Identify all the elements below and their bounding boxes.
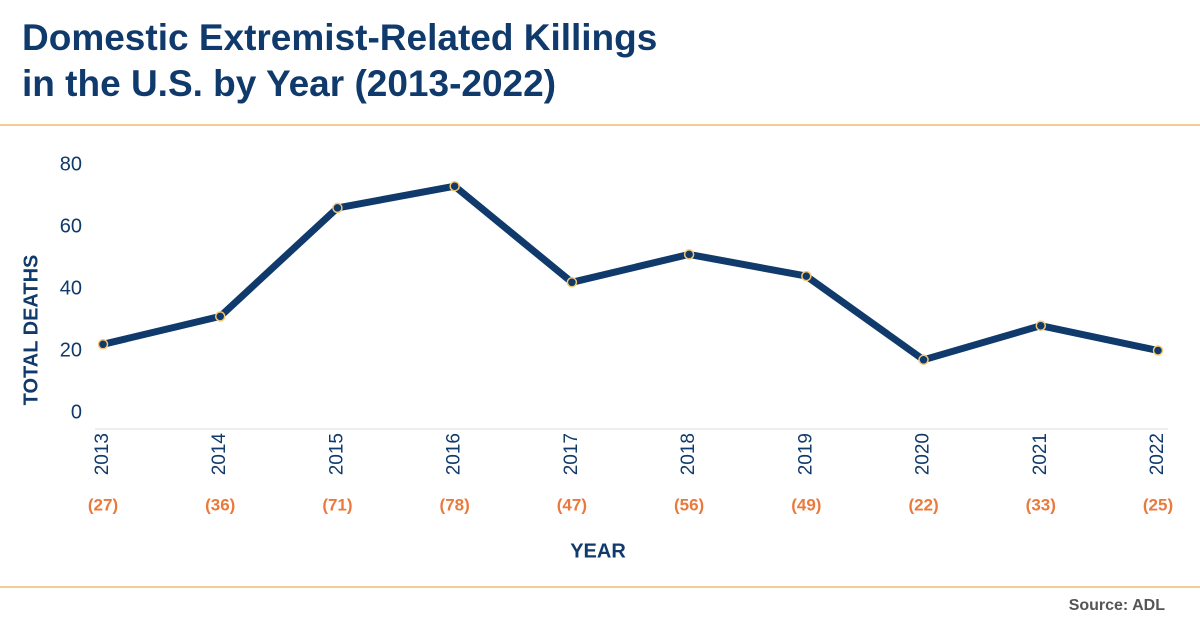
data-point [449,180,460,192]
x-tick-label: 2013 [92,433,113,475]
value-label: (27) [88,495,118,514]
data-point [1035,320,1047,331]
data-point [683,249,695,260]
x-tick-label: 2022 [1147,433,1168,475]
value-label: (49) [791,495,821,514]
x-tick-label: 2019 [795,433,816,475]
value-label: (47) [557,495,587,514]
y-tick-label: 60 [60,215,82,237]
chart-title: Domestic Extremist-Related Killings [22,17,657,58]
x-tick-label: 2014 [209,433,230,476]
x-axis-label: YEAR [570,540,626,562]
x-tick-label: 2016 [444,433,465,475]
value-label: (71) [322,495,352,514]
value-label: (56) [674,495,704,514]
data-point [1152,345,1164,356]
y-tick-label: 80 [60,153,82,175]
x-tick-label: 2021 [1030,433,1051,475]
chart-title: in the U.S. by Year (2013-2022) [22,63,556,104]
data-point [566,277,578,288]
y-tick-label: 40 [60,277,82,299]
x-tick-label: 2018 [678,433,699,475]
value-label: (33) [1026,495,1056,514]
data-line [99,182,1162,364]
data-point [214,311,226,322]
y-tick-label: 20 [60,339,82,361]
data-point [97,339,109,350]
x-tick-label: 2017 [561,433,582,475]
value-label: (36) [205,495,235,514]
data-point [332,202,343,214]
y-axis-label: TOTAL DEATHS [20,255,42,406]
source: Source: ADL [1069,597,1166,614]
x-tick-label: 2020 [913,433,934,475]
data-point [918,354,929,366]
value-label: (25) [1143,495,1173,514]
value-label: (78) [440,495,470,514]
data-point [801,270,812,282]
x-tick-label: 2015 [326,433,347,475]
y-tick-label: 0 [71,401,82,423]
value-label: (22) [908,495,938,514]
